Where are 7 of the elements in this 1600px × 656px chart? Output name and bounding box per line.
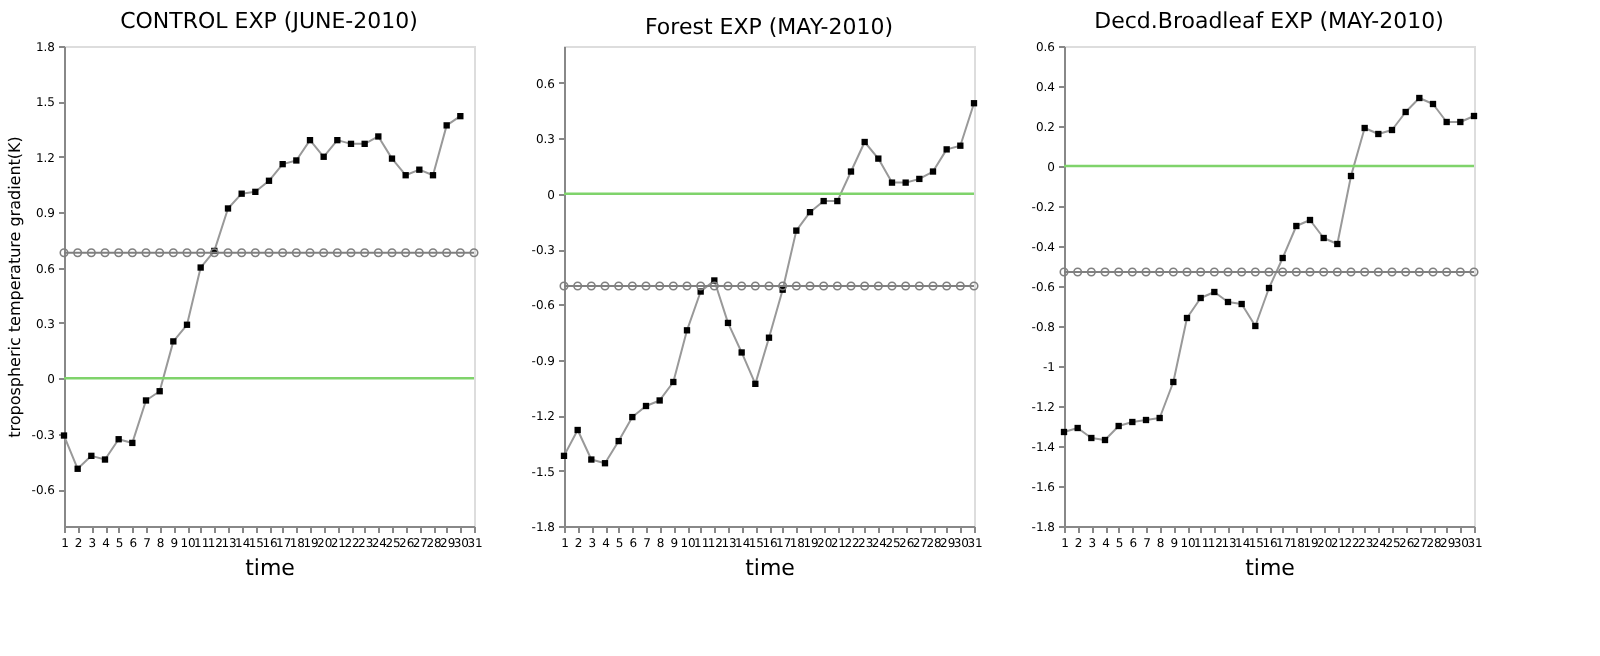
y-axis-title: tropospheric temperature gradient(K) bbox=[5, 136, 24, 438]
chart-title: CONTROL EXP (JUNE-2010) bbox=[120, 8, 418, 34]
x-axis-title: time bbox=[245, 555, 296, 581]
chart-title: Forest EXP (MAY-2010) bbox=[645, 14, 893, 40]
chart-title: Decd.Broadleaf EXP (MAY-2010) bbox=[1094, 8, 1444, 34]
x-axis-title: time bbox=[745, 555, 796, 581]
x-axis-title: time bbox=[1245, 555, 1296, 581]
